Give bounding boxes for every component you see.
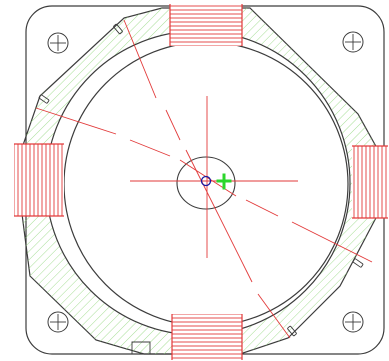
centerlines [35, 19, 373, 339]
coil-left [14, 143, 64, 217]
coil-top [169, 4, 243, 46]
slot-left [38, 94, 50, 104]
mounting-hole-bottom-right [342, 311, 364, 333]
slot-top-left [113, 23, 123, 35]
plus-marker-icon [216, 173, 232, 190]
coil-bottom [171, 314, 243, 360]
mounting-hole-top-left [47, 32, 69, 54]
mounting-hole-top-right [342, 31, 364, 53]
slot-right [352, 258, 364, 268]
bore-outer [45, 30, 351, 336]
mounting-hole-bottom-left [47, 311, 69, 333]
hub-ellipse [176, 156, 236, 210]
origin-marker-icon [200, 175, 212, 187]
slot-bottom-right [287, 325, 297, 337]
bottom-notch [131, 341, 151, 355]
coil-right [352, 145, 388, 219]
